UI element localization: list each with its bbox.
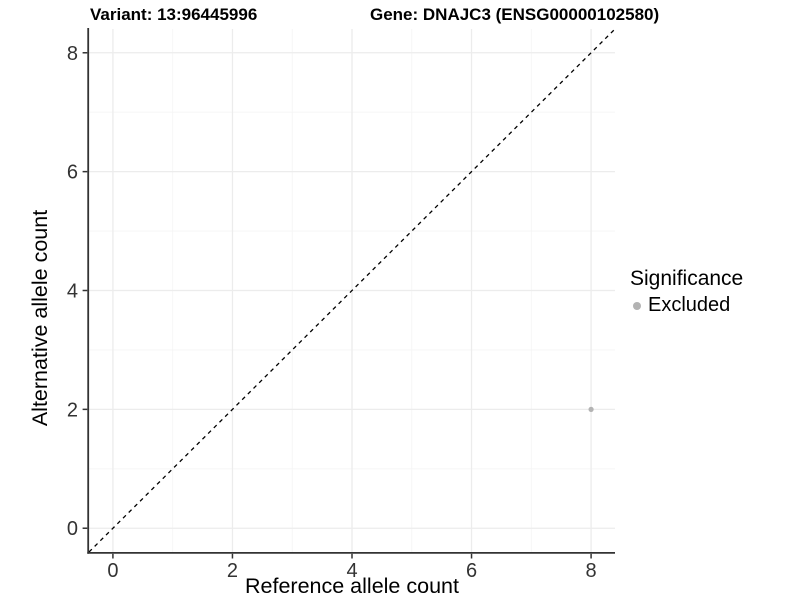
data-point <box>588 406 594 412</box>
y-tick-label: 8 <box>67 43 78 65</box>
gene-title: Gene: DNAJC3 (ENSG00000102580) <box>370 5 660 24</box>
identity-line-group <box>88 28 616 553</box>
y-axis-label: Alternative allele count <box>28 210 52 426</box>
legend-entry-label: Excluded <box>648 294 731 316</box>
legend-entry-excluded: Excluded <box>628 294 743 317</box>
legend: Significance Excluded <box>628 267 743 317</box>
excluded-point-icon <box>633 301 641 310</box>
x-tick-label: 8 <box>586 560 597 582</box>
x-tick-label: 6 <box>466 560 477 582</box>
y-tick-label: 6 <box>67 162 78 184</box>
tick-labels-group: 0 2 4 6 8 0 2 4 6 8 <box>67 43 597 582</box>
x-axis-label: Reference allele count <box>245 574 459 598</box>
tick-marks-group <box>82 52 592 559</box>
identity-line <box>88 28 616 553</box>
axis-lines-group <box>87 28 615 554</box>
data-points-group <box>588 406 594 412</box>
y-tick-label: 4 <box>67 281 78 303</box>
x-tick-label: 0 <box>107 560 118 582</box>
x-tick-label: 4 <box>346 560 357 582</box>
variant-title: Variant: 13:96445996 <box>90 5 258 24</box>
y-tick-label: 0 <box>67 518 78 540</box>
x-tick-label: 2 <box>227 560 238 582</box>
legend-title: Significance <box>630 267 744 290</box>
y-tick-label: 2 <box>67 399 78 421</box>
